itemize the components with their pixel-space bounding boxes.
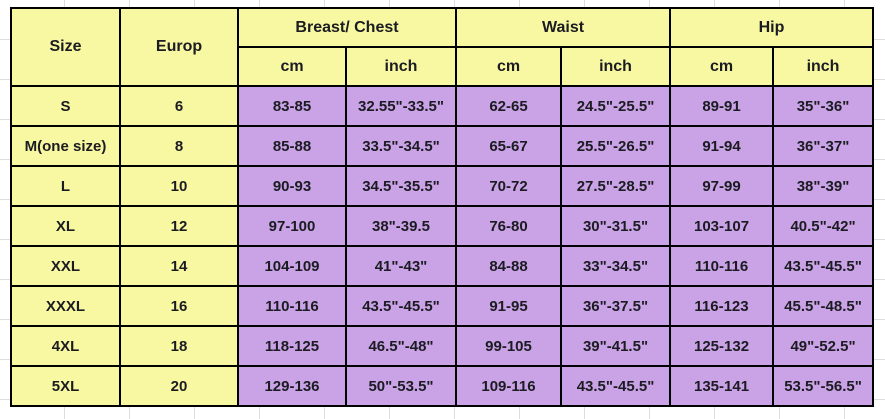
cell-hip-inch: 49"-52.5" bbox=[772, 325, 875, 367]
cell-hip-cm: 110-116 bbox=[669, 245, 775, 287]
header-size: Size bbox=[10, 7, 121, 87]
cell-breast-inch: 43.5"-45.5" bbox=[345, 285, 457, 327]
header-hip-cm: cm bbox=[669, 46, 775, 87]
cell-size: L bbox=[10, 165, 121, 207]
cell-hip-cm: 116-123 bbox=[669, 285, 775, 327]
cell-hip-cm: 97-99 bbox=[669, 165, 775, 207]
cell-europ: 14 bbox=[119, 245, 239, 287]
cell-waist-inch: 43.5"-45.5" bbox=[559, 365, 672, 407]
cell-breast-cm: 110-116 bbox=[237, 285, 347, 327]
cell-breast-cm: 104-109 bbox=[237, 245, 347, 287]
cell-breast-inch: 46.5"-48" bbox=[345, 325, 457, 367]
cell-hip-cm: 103-107 bbox=[669, 205, 775, 247]
cell-europ: 16 bbox=[119, 285, 239, 327]
cell-breast-cm: 97-100 bbox=[237, 205, 347, 247]
cell-hip-inch: 38"-39" bbox=[772, 165, 875, 207]
cell-waist-cm: 99-105 bbox=[455, 325, 562, 367]
cell-waist-inch: 27.5"-28.5" bbox=[559, 165, 672, 207]
cell-breast-inch: 32.55"-33.5" bbox=[345, 85, 457, 127]
header-europ: Europ bbox=[119, 7, 239, 87]
cell-hip-inch: 40.5"-42" bbox=[772, 205, 875, 247]
cell-waist-inch: 30"-31.5" bbox=[559, 205, 672, 247]
cell-size: XL bbox=[10, 205, 121, 247]
cell-waist-cm: 84-88 bbox=[455, 245, 562, 287]
cell-waist-inch: 33"-34.5" bbox=[559, 245, 672, 287]
cell-waist-inch: 24.5"-25.5" bbox=[559, 85, 672, 127]
header-breast-cm: cm bbox=[237, 46, 347, 87]
header-waist-inch: inch bbox=[559, 46, 672, 87]
cell-waist-inch: 25.5"-26.5" bbox=[559, 125, 672, 167]
cell-breast-inch: 34.5"-35.5" bbox=[345, 165, 457, 207]
cell-size: XXXL bbox=[10, 285, 121, 327]
cell-size: S bbox=[10, 85, 121, 127]
table-row-xxl: XXL 14 104-109 41"-43" 84-88 33"-34.5" 1… bbox=[10, 245, 875, 287]
cell-europ: 10 bbox=[119, 165, 239, 207]
cell-size: XXL bbox=[10, 245, 121, 287]
table-row-xl: XL 12 97-100 38"-39.5 76-80 30"-31.5" 10… bbox=[10, 205, 875, 247]
cell-breast-inch: 50"-53.5" bbox=[345, 365, 457, 407]
cell-waist-cm: 76-80 bbox=[455, 205, 562, 247]
header-breast-inch: inch bbox=[345, 46, 457, 87]
header-hip-inch: inch bbox=[772, 46, 875, 87]
table-row-5xl: 5XL 20 129-136 50"-53.5" 109-116 43.5"-4… bbox=[10, 365, 875, 407]
cell-europ: 18 bbox=[119, 325, 239, 367]
cell-waist-inch: 39"-41.5" bbox=[559, 325, 672, 367]
cell-hip-inch: 36"-37" bbox=[772, 125, 875, 167]
cell-breast-cm: 90-93 bbox=[237, 165, 347, 207]
cell-hip-cm: 125-132 bbox=[669, 325, 775, 367]
cell-breast-inch: 33.5"-34.5" bbox=[345, 125, 457, 167]
header-waist-cm: cm bbox=[455, 46, 562, 87]
cell-waist-cm: 62-65 bbox=[455, 85, 562, 127]
cell-breast-cm: 83-85 bbox=[237, 85, 347, 127]
table-row-l: L 10 90-93 34.5"-35.5" 70-72 27.5"-28.5"… bbox=[10, 165, 875, 207]
header-group-breast-chest: Breast/ Chest bbox=[237, 7, 457, 48]
cell-breast-inch: 38"-39.5 bbox=[345, 205, 457, 247]
cell-hip-cm: 135-141 bbox=[669, 365, 775, 407]
size-chart-table: Size Europ Breast/ Chest Waist Hip cm in… bbox=[10, 7, 875, 407]
cell-waist-cm: 65-67 bbox=[455, 125, 562, 167]
cell-breast-cm: 129-136 bbox=[237, 365, 347, 407]
cell-waist-cm: 91-95 bbox=[455, 285, 562, 327]
cell-breast-inch: 41"-43" bbox=[345, 245, 457, 287]
cell-hip-inch: 45.5"-48.5" bbox=[772, 285, 875, 327]
header-group-hip: Hip bbox=[669, 7, 875, 48]
cell-size: M(one size) bbox=[10, 125, 121, 167]
cell-size: 5XL bbox=[10, 365, 121, 407]
table-row-4xl: 4XL 18 118-125 46.5"-48" 99-105 39"-41.5… bbox=[10, 325, 875, 367]
cell-waist-cm: 109-116 bbox=[455, 365, 562, 407]
cell-hip-inch: 43.5"-45.5" bbox=[772, 245, 875, 287]
cell-hip-inch: 35"-36" bbox=[772, 85, 875, 127]
cell-hip-cm: 91-94 bbox=[669, 125, 775, 167]
cell-breast-cm: 118-125 bbox=[237, 325, 347, 367]
table-row-s: S 6 83-85 32.55"-33.5" 62-65 24.5"-25.5"… bbox=[10, 85, 875, 127]
cell-waist-inch: 36"-37.5" bbox=[559, 285, 672, 327]
table-row-m: M(one size) 8 85-88 33.5"-34.5" 65-67 25… bbox=[10, 125, 875, 167]
header-group-waist: Waist bbox=[454, 7, 672, 48]
cell-hip-inch: 53.5"-56.5" bbox=[772, 365, 875, 407]
cell-breast-cm: 85-88 bbox=[237, 125, 347, 167]
cell-size: 4XL bbox=[10, 325, 121, 367]
table-row-xxxl: XXXL 16 110-116 43.5"-45.5" 91-95 36"-37… bbox=[10, 285, 875, 327]
cell-europ: 6 bbox=[119, 85, 239, 127]
header-group-row: Size Europ Breast/ Chest Waist Hip bbox=[10, 7, 875, 87]
cell-europ: 12 bbox=[119, 205, 239, 247]
header-unit-row: cm inch cm inch cm inch bbox=[11, 46, 875, 87]
cell-hip-cm: 89-91 bbox=[669, 85, 775, 127]
cell-europ: 20 bbox=[119, 365, 239, 407]
cell-europ: 8 bbox=[119, 125, 239, 167]
cell-waist-cm: 70-72 bbox=[455, 165, 562, 207]
